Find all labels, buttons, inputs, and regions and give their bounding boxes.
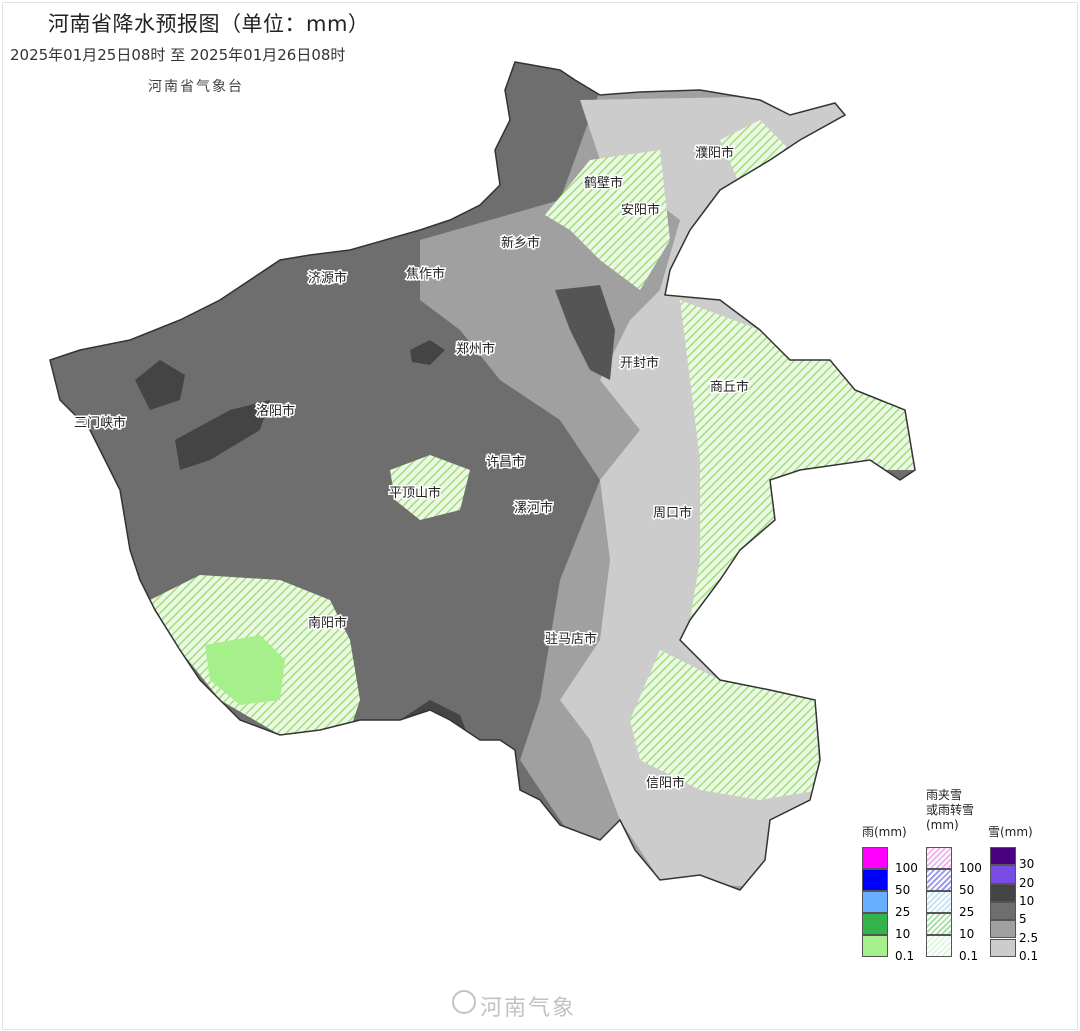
city-xinyang: 信阳市	[646, 775, 685, 791]
sleet-swatch-0	[926, 847, 952, 869]
legend-sleet-title: 雨夹雪 或雨转雪 (mm)	[926, 788, 974, 833]
rain-swatch-0	[862, 847, 888, 869]
snow-level-label: 5	[1019, 912, 1027, 927]
city-zhoukou: 周口市	[653, 505, 692, 521]
city-luoyang: 洛阳市	[256, 403, 295, 419]
city-kaifeng: 开封市	[620, 355, 659, 371]
snow-10-area-3	[410, 340, 445, 365]
city-hebi: 鹤壁市	[584, 175, 623, 191]
rain-level-label: 10	[895, 927, 911, 941]
legend-sleet-title-2: 或雨转雪	[926, 803, 975, 817]
snow-10-area-1	[135, 360, 185, 410]
sleet-level-label: 100	[959, 861, 982, 875]
city-anyang: 安阳市	[621, 202, 660, 218]
city-labels: 濮阳市 鹤壁市 安阳市 新乡市 济源市 焦作市 郑州市 开封市 商丘市 三门峡市…	[73, 144, 751, 793]
city-jiaozuo: 焦作市	[406, 266, 445, 282]
sleet-swatch-2	[926, 891, 952, 913]
city-xinxiang: 新乡市	[501, 235, 540, 251]
snow-swatch-5	[990, 938, 1016, 957]
legend-sleet-title-1: 雨夹雪	[926, 788, 963, 802]
city-shangqiu: 商丘市	[710, 379, 749, 395]
snow-level-label: 10	[1019, 893, 1035, 908]
rain-level-label: 50	[895, 883, 911, 897]
legend-rain-title: 雨(mm)	[862, 825, 907, 839]
snow-level-label: 20	[1019, 875, 1035, 890]
rain-level-label: 0.1	[895, 949, 915, 963]
city-jiyuan: 济源市	[308, 270, 347, 286]
sleet-southeast-area	[630, 650, 820, 800]
sleet-puyang-area	[720, 120, 790, 185]
snow-swatch-3	[990, 901, 1016, 921]
rain-swatch-3	[862, 913, 888, 935]
city-pingdingshan: 平顶山市	[389, 485, 441, 501]
snow-swatch-2	[990, 883, 1016, 902]
snow-level-label: 2.5	[1019, 930, 1039, 945]
sleet-east-area	[680, 300, 915, 620]
rain-swatch-1	[862, 869, 888, 891]
rain-level-label: 100	[895, 861, 918, 875]
weibo-icon	[452, 990, 476, 1014]
city-puyang: 濮阳市	[695, 145, 734, 161]
sleet-level-label: 0.1	[959, 949, 979, 963]
sleet-level-label: 50	[959, 883, 975, 897]
sleet-pingdingshan-area	[390, 455, 470, 520]
snow-zhengkai-area	[555, 285, 615, 380]
city-zhengzhou: 郑州市	[456, 341, 495, 357]
city-nanyang: 南阳市	[308, 615, 347, 631]
city-sanmenxia: 三门峡市	[74, 415, 126, 431]
snow-level-label: 0.1	[1019, 948, 1039, 963]
legend-sleet-title-3: (mm)	[926, 818, 959, 832]
sleet-swatch-3	[926, 913, 952, 935]
city-luohe: 漯河市	[514, 500, 553, 516]
rain-0.1-10-area	[205, 635, 285, 705]
map-title: 河南省降水预报图（单位：mm）	[48, 12, 370, 36]
snow-10-area-2	[175, 400, 270, 470]
issuer: 河南省气象台	[148, 79, 244, 95]
snow-swatch-0	[990, 847, 1016, 866]
rain-swatch-2	[862, 891, 888, 913]
snow-swatch-4	[990, 920, 1016, 939]
sleet-level-label: 25	[959, 905, 975, 919]
sleet-swatch-4	[926, 935, 952, 957]
sleet-level-label: 10	[959, 927, 975, 941]
rain-level-label: 25	[895, 905, 911, 919]
city-zhumadian: 驻马店市	[545, 631, 597, 647]
snow-swatch-1	[990, 865, 1016, 884]
sleet-swatch-1	[926, 869, 952, 891]
sleet-north-area	[545, 150, 670, 290]
legend-snow-title: 雪(mm)	[988, 825, 1033, 839]
watermark: 河南气象	[480, 996, 577, 1021]
rain-swatch-4	[862, 935, 888, 957]
city-xuchang: 许昌市	[486, 454, 525, 470]
forecast-period: 2025年01月25日08时 至 2025年01月26日08时	[10, 46, 346, 64]
snow-level-label: 30	[1019, 857, 1035, 872]
